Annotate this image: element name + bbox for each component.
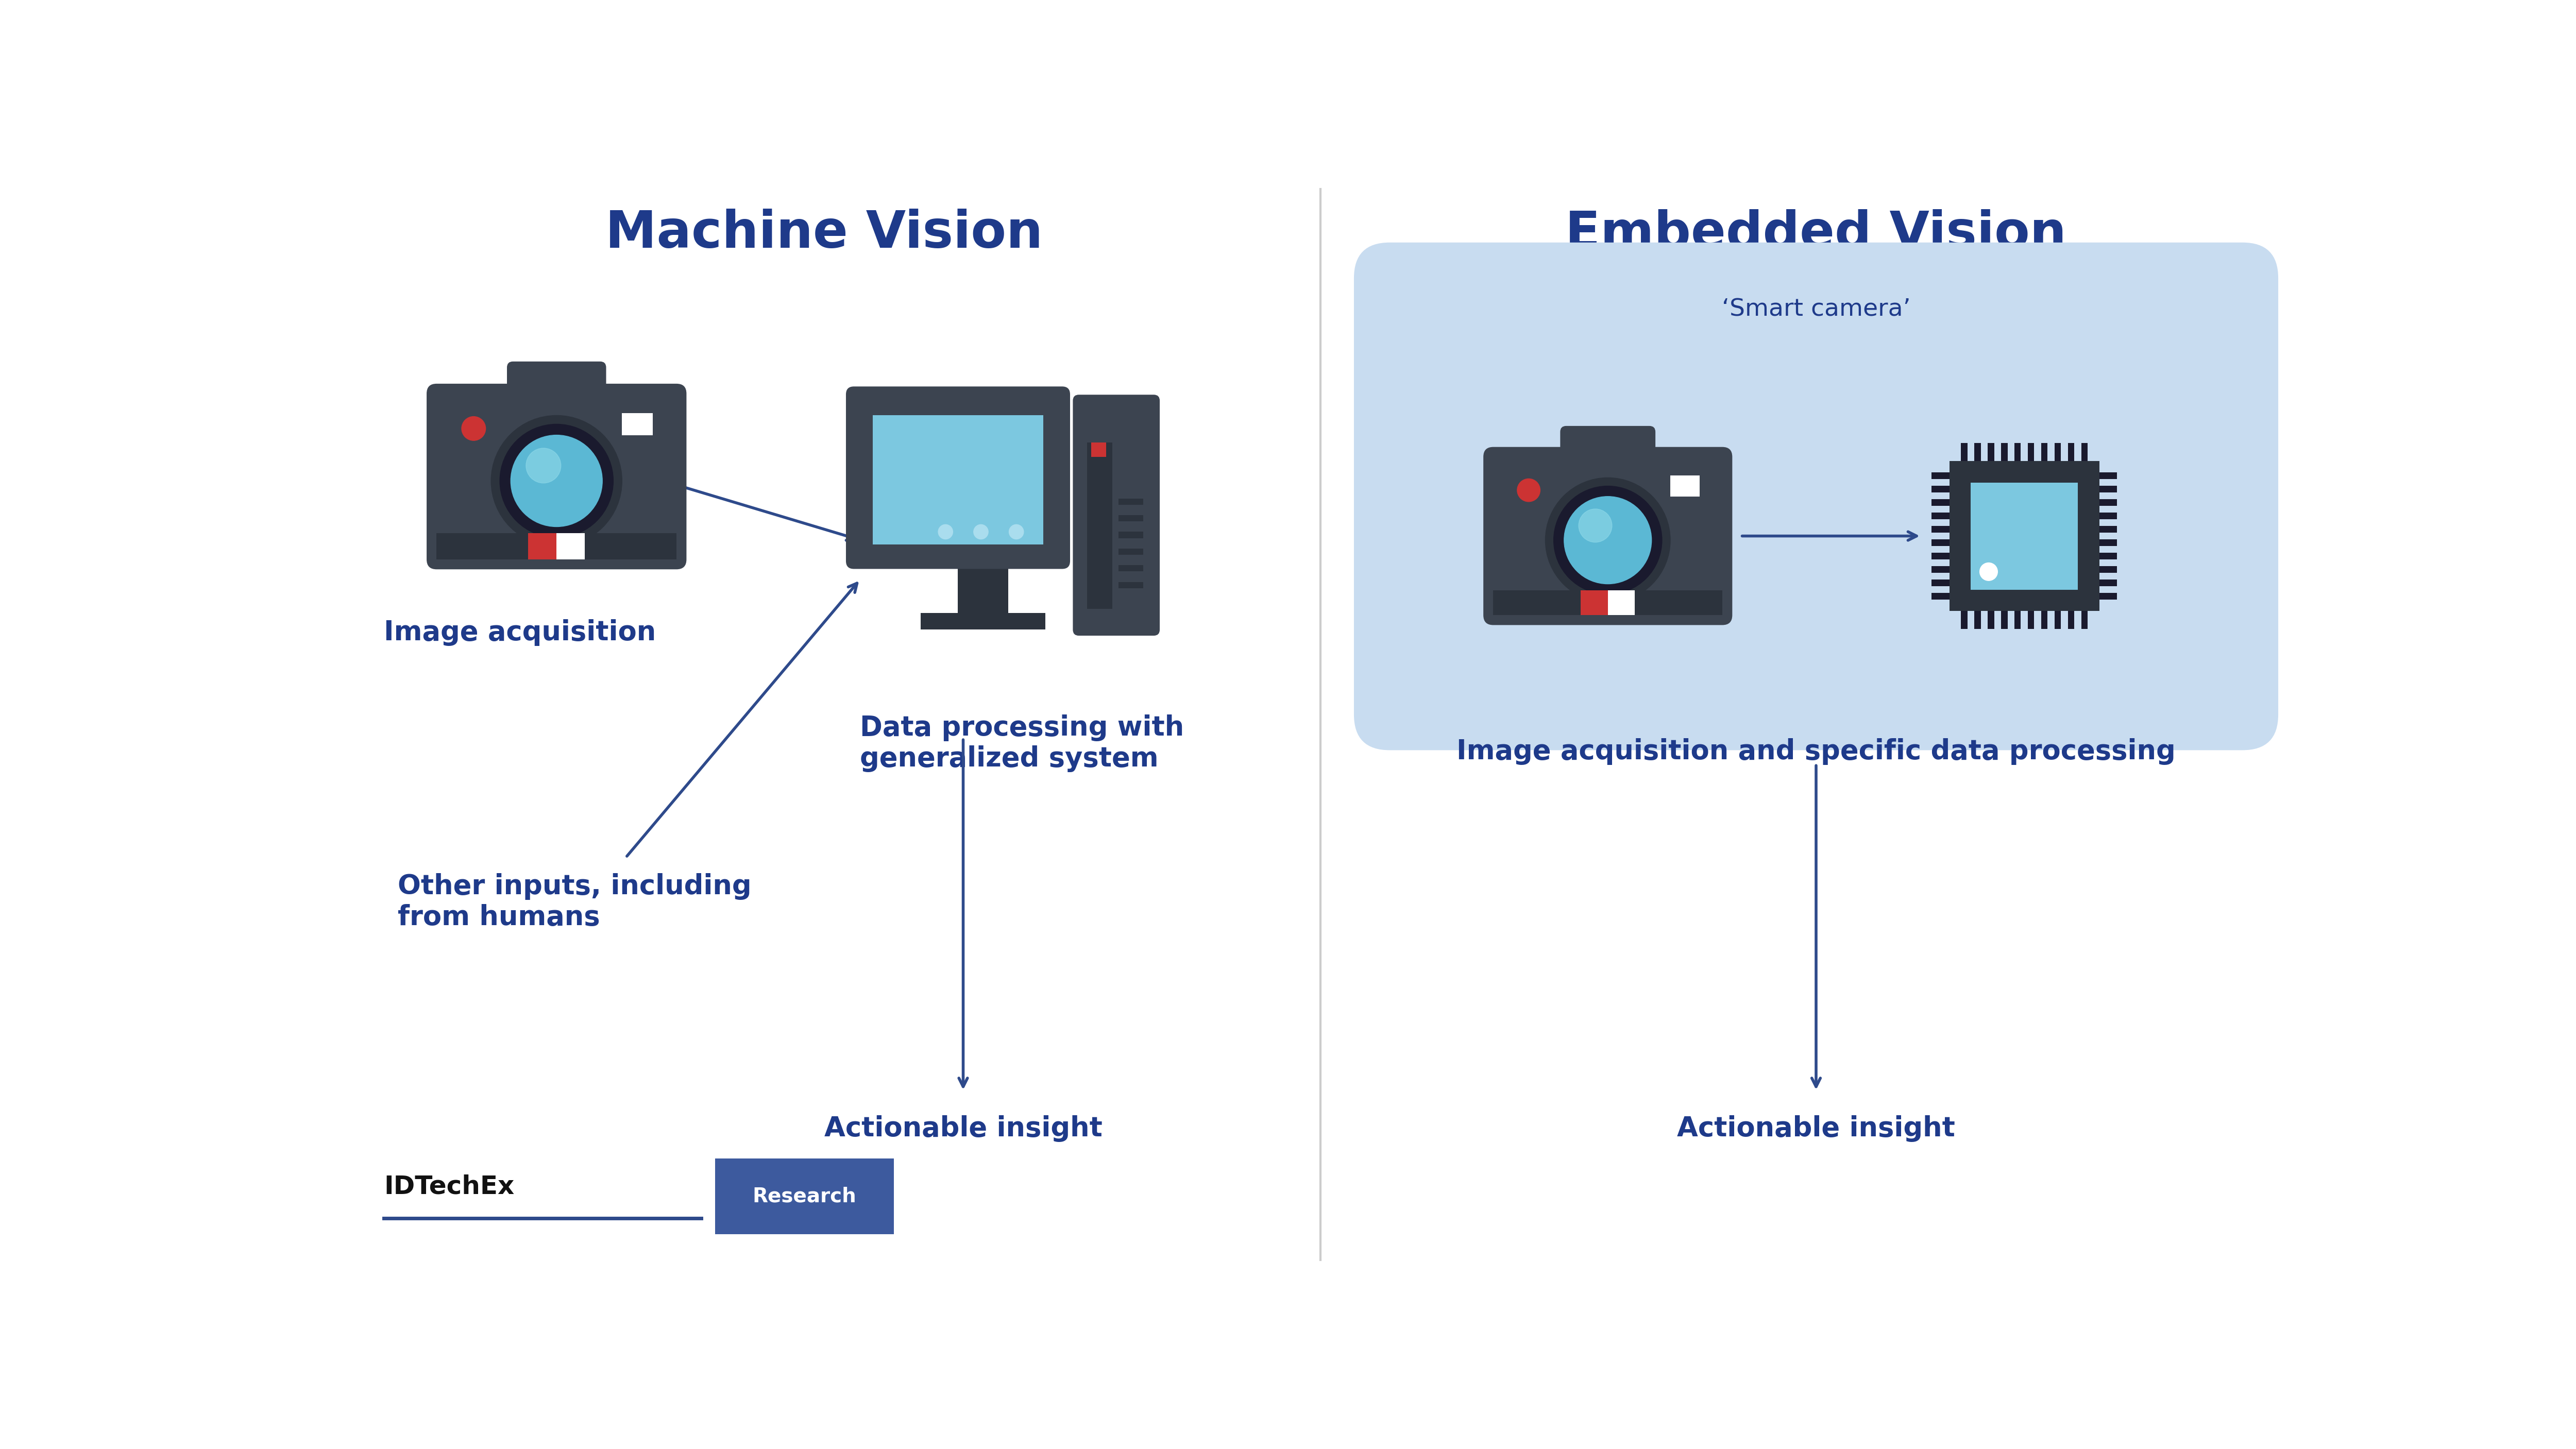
- Bar: [1118, 565, 1144, 571]
- Bar: [1118, 549, 1144, 555]
- Bar: [1932, 554, 1950, 559]
- Text: Actionable insight: Actionable insight: [824, 1116, 1103, 1142]
- Bar: [1950, 461, 2099, 611]
- Bar: [873, 416, 1043, 545]
- Bar: [2056, 611, 2061, 629]
- Circle shape: [500, 425, 613, 538]
- FancyBboxPatch shape: [507, 361, 605, 417]
- Circle shape: [461, 416, 487, 440]
- Bar: [1932, 526, 1950, 533]
- Text: IDTechEx: IDTechEx: [384, 1174, 515, 1198]
- Bar: [1932, 539, 1950, 546]
- Bar: [2027, 443, 2035, 461]
- FancyBboxPatch shape: [1484, 446, 1731, 625]
- Bar: [2040, 443, 2048, 461]
- Bar: [2099, 567, 2117, 572]
- Bar: [2099, 500, 2117, 506]
- Bar: [1932, 472, 1950, 480]
- Bar: [2099, 472, 2117, 480]
- Bar: [2081, 443, 2087, 461]
- Bar: [958, 556, 1007, 616]
- Bar: [2099, 580, 2117, 585]
- Bar: [716, 1159, 894, 1235]
- Circle shape: [492, 416, 621, 546]
- Circle shape: [938, 525, 953, 539]
- Bar: [2027, 611, 2035, 629]
- Bar: [2081, 611, 2087, 629]
- Bar: [1989, 611, 1994, 629]
- Bar: [1118, 582, 1144, 588]
- FancyBboxPatch shape: [1561, 426, 1656, 480]
- Circle shape: [1564, 497, 1651, 584]
- Bar: [556, 533, 585, 559]
- Bar: [2099, 539, 2117, 546]
- Circle shape: [1010, 525, 1023, 539]
- Text: Embedded Vision: Embedded Vision: [1566, 209, 2066, 259]
- Bar: [1118, 498, 1144, 504]
- Circle shape: [1546, 478, 1669, 603]
- Bar: [2099, 485, 2117, 493]
- Text: Machine Vision: Machine Vision: [605, 209, 1043, 259]
- Bar: [2002, 443, 2007, 461]
- Bar: [2099, 513, 2117, 519]
- Bar: [1607, 590, 1636, 616]
- Bar: [1973, 443, 1981, 461]
- Bar: [1932, 513, 1950, 519]
- Bar: [1669, 475, 1700, 497]
- Bar: [1989, 443, 1994, 461]
- Text: Research: Research: [752, 1187, 855, 1206]
- Bar: [2069, 611, 2074, 629]
- Bar: [2002, 611, 2007, 629]
- Bar: [1960, 611, 1968, 629]
- Circle shape: [1517, 478, 1540, 501]
- FancyBboxPatch shape: [1355, 242, 2277, 751]
- Bar: [2014, 611, 2020, 629]
- Text: Actionable insight: Actionable insight: [1677, 1116, 1955, 1142]
- Bar: [1932, 567, 1950, 572]
- Bar: [1087, 442, 1113, 609]
- Bar: [1494, 590, 1723, 616]
- Text: Data processing with
generalized system: Data processing with generalized system: [860, 714, 1185, 772]
- Circle shape: [1553, 485, 1662, 594]
- Bar: [1932, 580, 1950, 585]
- Bar: [1582, 590, 1607, 616]
- Text: Image acquisition and specific data processing: Image acquisition and specific data proc…: [1455, 739, 2177, 765]
- Text: Other inputs, including
from humans: Other inputs, including from humans: [397, 874, 752, 930]
- Bar: [1973, 611, 1981, 629]
- Bar: [621, 413, 652, 435]
- Circle shape: [526, 448, 562, 483]
- Bar: [2014, 443, 2020, 461]
- Bar: [2040, 611, 2048, 629]
- Bar: [920, 613, 1046, 630]
- Bar: [1932, 485, 1950, 493]
- Circle shape: [1981, 562, 1996, 581]
- Circle shape: [510, 435, 603, 526]
- Circle shape: [1579, 509, 1613, 542]
- Bar: [1971, 483, 2079, 590]
- Bar: [528, 533, 556, 559]
- FancyBboxPatch shape: [1072, 394, 1159, 636]
- Bar: [1118, 532, 1144, 538]
- Text: ‘Smart camera’: ‘Smart camera’: [1721, 298, 1911, 322]
- Text: Image acquisition: Image acquisition: [384, 619, 657, 646]
- Bar: [1092, 442, 1105, 456]
- Bar: [435, 533, 677, 559]
- Bar: [1932, 593, 1950, 600]
- Bar: [2099, 554, 2117, 559]
- Bar: [1118, 516, 1144, 522]
- Bar: [2056, 443, 2061, 461]
- FancyBboxPatch shape: [845, 387, 1069, 569]
- Circle shape: [974, 525, 989, 539]
- Bar: [2069, 443, 2074, 461]
- Bar: [2099, 526, 2117, 533]
- Bar: [1960, 443, 1968, 461]
- FancyBboxPatch shape: [428, 384, 685, 569]
- Bar: [2099, 593, 2117, 600]
- Bar: [1932, 500, 1950, 506]
